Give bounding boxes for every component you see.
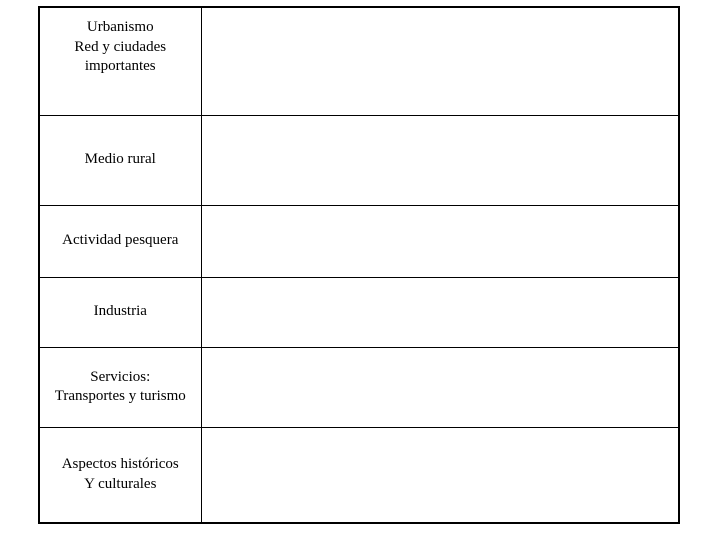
row-label-line: Aspectos históricos [62, 456, 179, 472]
row-label-line: Y culturales [84, 476, 156, 492]
table-row: Medio rural [39, 115, 679, 205]
row-label-cell: Aspectos históricos Y culturales [39, 427, 201, 523]
table-row: Industria [39, 277, 679, 347]
table-row: Aspectos históricos Y culturales [39, 427, 679, 523]
table-row: Urbanismo Red y ciudades importantes [39, 7, 679, 115]
row-label-cell: Actividad pesquera [39, 205, 201, 277]
row-label-line: importantes [85, 58, 156, 74]
row-label-line: Servicios: [90, 369, 150, 385]
row-label-line: Red y ciudades [74, 39, 166, 55]
row-label-line: Medio rural [85, 151, 156, 167]
row-label-cell: Urbanismo Red y ciudades importantes [39, 7, 201, 115]
row-content-cell [201, 115, 679, 205]
row-label-cell: Industria [39, 277, 201, 347]
row-content-cell [201, 205, 679, 277]
row-label-line: Actividad pesquera [62, 232, 178, 248]
row-label-line: Industria [94, 303, 147, 319]
row-label-cell: Servicios: Transportes y turismo [39, 347, 201, 427]
topics-table: Urbanismo Red y ciudades importantes Med… [38, 6, 680, 524]
row-label-line: Urbanismo [87, 19, 154, 35]
row-content-cell [201, 347, 679, 427]
row-content-cell [201, 277, 679, 347]
row-content-cell [201, 427, 679, 523]
row-label-cell: Medio rural [39, 115, 201, 205]
page: Urbanismo Red y ciudades importantes Med… [0, 0, 720, 540]
table-row: Servicios: Transportes y turismo [39, 347, 679, 427]
row-label-line: Transportes y turismo [55, 388, 186, 404]
table-row: Actividad pesquera [39, 205, 679, 277]
row-content-cell [201, 7, 679, 115]
